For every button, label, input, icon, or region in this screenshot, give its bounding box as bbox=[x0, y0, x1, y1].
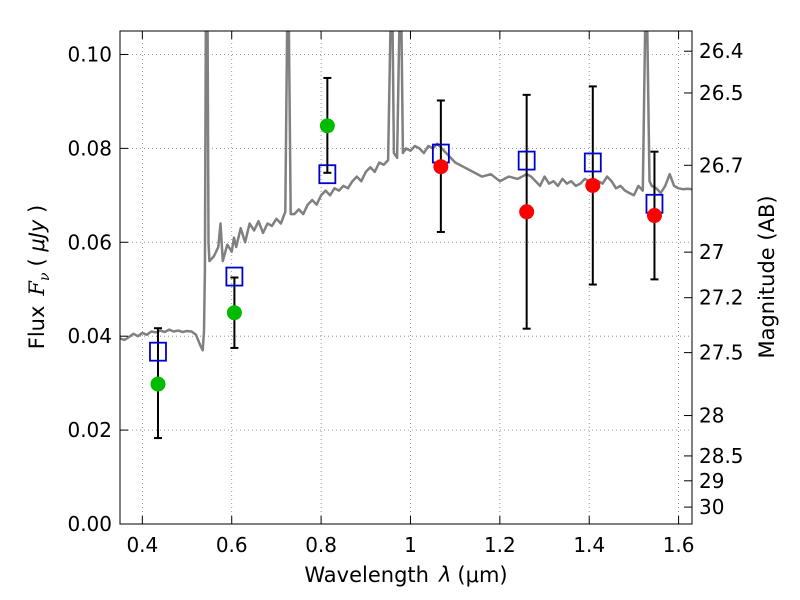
plot-area bbox=[120, 31, 692, 440]
model-point bbox=[225, 266, 244, 287]
axis-ticks: 0.4 0.6 0.8 1 1.2 1.4 1.6 0.00 0.02 0.04 0.06 0.08 0… bbox=[67, 31, 744, 557]
x-tick-label: 0.8 bbox=[305, 533, 337, 557]
sed-line bbox=[120, 31, 692, 352]
y2-tick-label: 26.4 bbox=[699, 39, 744, 63]
x-tick-label: 0.4 bbox=[126, 533, 158, 557]
y-tick-label: 0.08 bbox=[67, 136, 112, 160]
y-tick-label: 0.04 bbox=[67, 324, 112, 348]
observed-point bbox=[519, 204, 535, 220]
y-tick-label: 0.06 bbox=[67, 230, 112, 254]
x-tick-label: 1.6 bbox=[663, 533, 695, 557]
plot-frame bbox=[119, 30, 693, 525]
observed-point bbox=[319, 118, 335, 134]
y-axis-title: FluxFν( μJy ) bbox=[25, 205, 53, 349]
x-tick-label: 0.6 bbox=[216, 533, 248, 557]
y2-tick-label: 27.2 bbox=[699, 286, 744, 310]
x-tick-label: 1.4 bbox=[573, 533, 605, 557]
x-axis-title: Wavelength λ (μm) bbox=[304, 563, 507, 587]
model-point bbox=[517, 150, 536, 171]
observed-point bbox=[150, 376, 166, 392]
observed-point bbox=[585, 177, 601, 193]
y-tick-label: 0.00 bbox=[67, 512, 112, 536]
y2-tick-label: 28.5 bbox=[699, 444, 744, 468]
x-tick-label: 1 bbox=[404, 533, 417, 557]
model-point bbox=[583, 152, 602, 173]
model-point bbox=[318, 164, 337, 185]
observed-point bbox=[646, 208, 662, 224]
y2-tick-label: 30 bbox=[699, 495, 724, 519]
observed-point bbox=[433, 159, 449, 175]
y2-tick-label: 27 bbox=[699, 240, 724, 264]
y2-tick-label: 26.5 bbox=[699, 81, 744, 105]
y-tick-label: 0.02 bbox=[67, 418, 112, 442]
y2-tick-label: 27.5 bbox=[699, 341, 744, 365]
observed-point bbox=[226, 305, 242, 321]
y2-tick-label: 26.7 bbox=[699, 153, 744, 177]
model-point bbox=[149, 341, 167, 362]
y-tick-label: 0.10 bbox=[67, 42, 112, 66]
y2-tick-label: 28 bbox=[699, 404, 724, 428]
x-tick-label: 1.2 bbox=[484, 533, 516, 557]
y2-axis-title: Magnitude (AB) bbox=[755, 195, 779, 358]
y2-tick-label: 29 bbox=[699, 469, 724, 493]
